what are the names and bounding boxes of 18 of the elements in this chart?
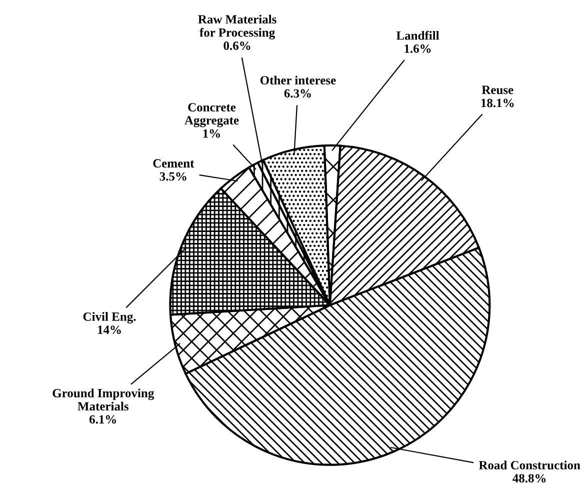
slice-label: Reuse [482,86,514,94]
data-label: 6.3% [284,89,311,98]
slice-label: Ground Improving Materials [52,388,154,411]
slice-label: Other interese [260,76,336,85]
slice-label: Concrete Aggregate [184,103,239,128]
slice-label: Landfill [396,30,440,40]
data-label: 48.8% [512,474,546,483]
data-label: 1% [203,129,220,138]
data-label: 3.5% [160,172,186,181]
data-label: 14% [98,326,121,334]
data-label: 18.1% [481,98,514,108]
slice-label: Road Construction [478,460,580,470]
slice-label: Cement [153,159,194,168]
data-label: 0.6% [224,42,250,50]
data-label: 6.1% [89,415,116,424]
slice-label: Raw Materials for Processing [198,14,276,40]
slice-label: Civil Eng. [83,312,136,324]
data-label: 1.6% [404,44,431,53]
